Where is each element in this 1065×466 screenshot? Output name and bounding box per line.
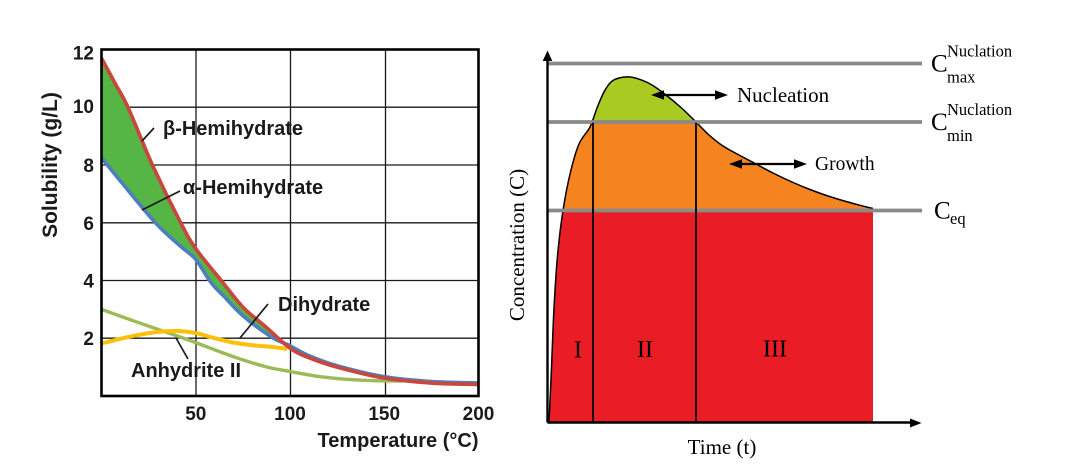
svg-text:β-Hemihydrate: β-Hemihydrate — [163, 118, 303, 140]
svg-text:12: 12 — [73, 44, 94, 65]
svg-text:C: C — [931, 109, 948, 136]
svg-text:III: III — [763, 337, 787, 363]
svg-text:8: 8 — [83, 156, 94, 177]
svg-text:II: II — [637, 337, 653, 363]
svg-text:Nuclation: Nuclation — [947, 42, 1012, 61]
svg-text:Growth: Growth — [815, 154, 875, 175]
svg-text:I: I — [574, 338, 582, 364]
svg-text:10: 10 — [73, 97, 94, 118]
svg-text:Anhydrite II: Anhydrite II — [131, 360, 241, 382]
svg-text:2: 2 — [83, 329, 94, 350]
svg-text:100: 100 — [274, 404, 306, 425]
svg-text:C: C — [934, 198, 951, 225]
svg-text:Dihydrate: Dihydrate — [278, 294, 370, 316]
svg-text:Time (t): Time (t) — [688, 435, 757, 459]
svg-text:200: 200 — [463, 404, 495, 425]
svg-text:Concentration (C): Concentration (C) — [505, 169, 529, 321]
svg-text:4: 4 — [83, 272, 94, 293]
svg-text:eq: eq — [950, 209, 966, 228]
svg-text:50: 50 — [185, 404, 206, 425]
svg-text:Temperature (°C): Temperature (°C) — [318, 430, 479, 452]
svg-text:Solubility (g/L): Solubility (g/L) — [39, 92, 62, 238]
svg-text:6: 6 — [83, 214, 94, 235]
svg-text:Nucleation: Nucleation — [737, 83, 830, 107]
svg-text:150: 150 — [368, 404, 400, 425]
svg-text:α-Hemihydrate: α-Hemihydrate — [183, 177, 323, 199]
svg-text:C: C — [931, 51, 948, 78]
svg-text:min: min — [947, 126, 973, 145]
svg-text:Nuclation: Nuclation — [947, 100, 1012, 119]
svg-text:max: max — [947, 68, 976, 87]
